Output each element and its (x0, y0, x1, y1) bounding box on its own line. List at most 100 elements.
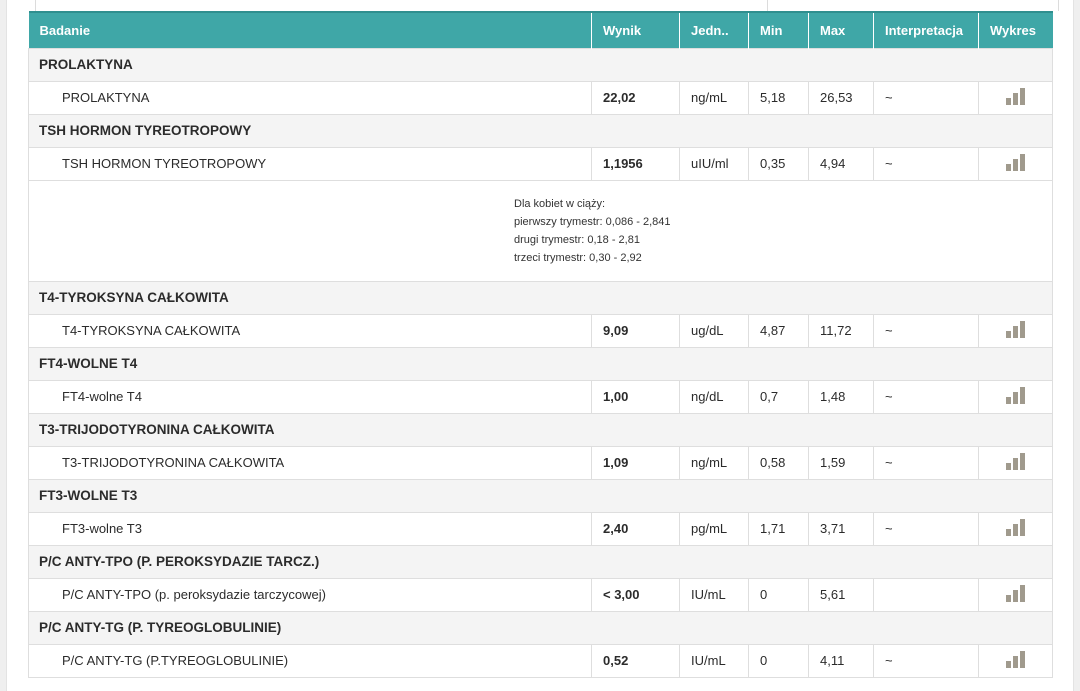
group-title: FT4-WOLNE T4 (28, 346, 1053, 381)
test-unit: pg/mL (679, 511, 749, 546)
test-max: 26,53 (808, 80, 874, 115)
bar-chart-icon[interactable] (1006, 650, 1025, 668)
test-min: 4,87 (748, 313, 809, 348)
test-max: 1,59 (808, 445, 874, 480)
chart-cell (978, 146, 1053, 181)
test-interpretation: ~ (873, 313, 979, 348)
chart-cell (978, 80, 1053, 115)
test-max: 3,71 (808, 511, 874, 546)
test-interpretation: ~ (873, 146, 979, 181)
group-title: T3-TRIJODOTYRONINA CAŁKOWITA (28, 412, 1053, 447)
test-max: 4,11 (808, 643, 874, 678)
test-value: 1,00 (591, 379, 680, 414)
test-interpretation: ~ (873, 80, 979, 115)
col-wynik[interactable]: Wynik (591, 11, 680, 48)
chart-cell (978, 379, 1053, 414)
group-title: T4-TYROKSYNA CAŁKOWITA (28, 280, 1053, 315)
test-min: 5,18 (748, 80, 809, 115)
test-unit: ng/mL (679, 445, 749, 480)
test-value: 22,02 (591, 80, 680, 115)
table-row: P/C ANTY-TG (P.TYREOGLOBULINIE) 0,52 IU/… (28, 643, 1053, 678)
lab-results-table: Badanie Wynik Jedn.. Min Max Interpretac… (28, 11, 1053, 678)
test-max: 11,72 (808, 313, 874, 348)
test-min: 0,7 (748, 379, 809, 414)
group-title: P/C ANTY-TG (P. TYREOGLOBULINIE) (28, 610, 1053, 645)
table-row: PROLAKTYNA 22,02 ng/mL 5,18 26,53 ~ (28, 80, 1053, 115)
group-header: FT3-WOLNE T3 (28, 478, 1053, 513)
bar-chart-icon[interactable] (1006, 153, 1025, 171)
col-interpretacja[interactable]: Interpretacja (873, 11, 979, 48)
group-header: P/C ANTY-TPO (P. PEROKSYDAZIE TARCZ.) (28, 544, 1053, 579)
test-interpretation: ~ (873, 445, 979, 480)
test-max: 4,94 (808, 146, 874, 181)
bar-chart-icon[interactable] (1006, 584, 1025, 602)
table-row: FT3-wolne T3 2,40 pg/mL 1,71 3,71 ~ (28, 511, 1053, 546)
table-header-row: Badanie Wynik Jedn.. Min Max Interpretac… (28, 11, 1053, 48)
col-min[interactable]: Min (748, 11, 809, 48)
note-line: pierwszy trymestr: 0,086 - 2,841 (514, 215, 671, 228)
test-min: 0,58 (748, 445, 809, 480)
test-interpretation: ~ (873, 379, 979, 414)
test-value: 1,09 (591, 445, 680, 480)
test-unit: ng/mL (679, 80, 749, 115)
reference-note-row: Dla kobiet w ciąży: pierwszy trymestr: 0… (28, 179, 1053, 282)
chart-cell (978, 577, 1053, 612)
table-row: TSH HORMON TYREOTROPOWY 1,1956 uIU/ml 0,… (28, 146, 1053, 181)
note-line: Dla kobiet w ciąży: (514, 197, 606, 210)
group-title: FT3-WOLNE T3 (28, 478, 1053, 513)
note-line: drugi trymestr: 0,18 - 2,81 (514, 233, 640, 246)
test-unit: ng/dL (679, 379, 749, 414)
test-unit: ug/dL (679, 313, 749, 348)
test-value: 2,40 (591, 511, 680, 546)
group-header: FT4-WOLNE T4 (28, 346, 1053, 381)
test-unit: IU/mL (679, 643, 749, 678)
previous-table-edge (35, 0, 1059, 11)
test-min: 0,35 (748, 146, 809, 181)
test-min: 0 (748, 577, 809, 612)
test-value: 9,09 (591, 313, 680, 348)
test-name: P/C ANTY-TG (P.TYREOGLOBULINIE) (28, 643, 592, 678)
col-jedn[interactable]: Jedn.. (679, 11, 749, 48)
group-header: PROLAKTYNA (28, 47, 1053, 82)
col-badanie[interactable]: Badanie (28, 11, 592, 48)
bar-chart-icon[interactable] (1006, 452, 1025, 470)
test-interpretation: ~ (873, 511, 979, 546)
test-value: 0,52 (591, 643, 680, 678)
test-interpretation (873, 577, 979, 612)
chart-cell (978, 445, 1053, 480)
group-header: TSH HORMON TYREOTROPOWY (28, 113, 1053, 148)
group-header: T3-TRIJODOTYRONINA CAŁKOWITA (28, 412, 1053, 447)
test-min: 0 (748, 643, 809, 678)
test-value: 1,1956 (591, 146, 680, 181)
test-name: PROLAKTYNA (28, 80, 592, 115)
bar-chart-icon[interactable] (1006, 518, 1025, 536)
test-unit: IU/mL (679, 577, 749, 612)
test-max: 5,61 (808, 577, 874, 612)
reference-note: Dla kobiet w ciąży: pierwszy trymestr: 0… (28, 179, 1053, 282)
bar-chart-icon[interactable] (1006, 386, 1025, 404)
group-title: PROLAKTYNA (28, 47, 1053, 82)
note-line: trzeci trymestr: 0,30 - 2,92 (514, 251, 642, 264)
group-header: T4-TYROKSYNA CAŁKOWITA (28, 280, 1053, 315)
bar-chart-icon[interactable] (1006, 87, 1025, 105)
group-title: P/C ANTY-TPO (P. PEROKSYDAZIE TARCZ.) (28, 544, 1053, 579)
chart-cell (978, 313, 1053, 348)
chart-cell (978, 643, 1053, 678)
col-max[interactable]: Max (808, 11, 874, 48)
group-header: P/C ANTY-TG (P. TYREOGLOBULINIE) (28, 610, 1053, 645)
table-row: T3-TRIJODOTYRONINA CAŁKOWITA 1,09 ng/mL … (28, 445, 1053, 480)
bar-chart-icon[interactable] (1006, 320, 1025, 338)
table-row: T4-TYROKSYNA CAŁKOWITA 9,09 ug/dL 4,87 1… (28, 313, 1053, 348)
test-interpretation: ~ (873, 643, 979, 678)
test-min: 1,71 (748, 511, 809, 546)
test-name: T4-TYROKSYNA CAŁKOWITA (28, 313, 592, 348)
chart-cell (978, 511, 1053, 546)
test-name: P/C ANTY-TPO (p. peroksydazie tarczycowe… (28, 577, 592, 612)
test-name: T3-TRIJODOTYRONINA CAŁKOWITA (28, 445, 592, 480)
test-value: < 3,00 (591, 577, 680, 612)
test-name: FT3-wolne T3 (28, 511, 592, 546)
group-title: TSH HORMON TYREOTROPOWY (28, 113, 1053, 148)
table-row: FT4-wolne T4 1,00 ng/dL 0,7 1,48 ~ (28, 379, 1053, 414)
test-max: 1,48 (808, 379, 874, 414)
col-wykres[interactable]: Wykres (978, 11, 1053, 48)
